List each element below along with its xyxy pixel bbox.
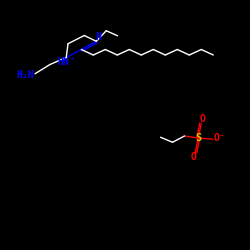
Text: HN: HN [58, 57, 70, 67]
Text: H₂N: H₂N [16, 70, 34, 80]
Text: S: S [195, 133, 202, 143]
Text: O⁻: O⁻ [214, 133, 225, 143]
Text: O: O [191, 152, 197, 162]
Text: O: O [200, 114, 205, 124]
Text: N: N [95, 32, 101, 42]
Text: ⁺: ⁺ [70, 56, 74, 64]
